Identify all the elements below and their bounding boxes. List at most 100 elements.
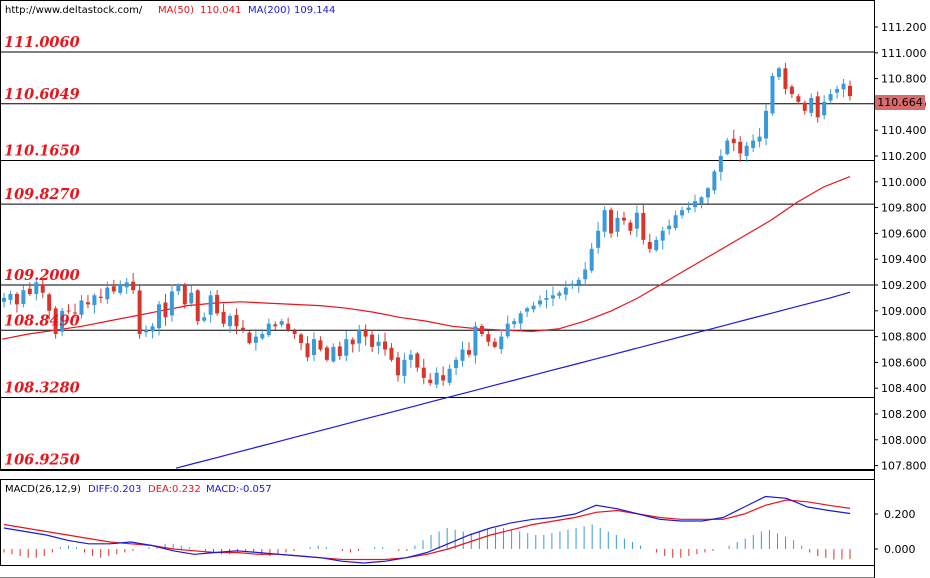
candle-body [641, 213, 646, 240]
candle-body [163, 302, 168, 318]
candle-body [538, 300, 543, 305]
moving-averages [1, 176, 851, 469]
price-tick-label: 107.800 [881, 460, 927, 473]
candle-body [479, 325, 484, 335]
level-label: 110.6049 [4, 86, 80, 103]
candle-body [783, 68, 788, 89]
candle-body [189, 292, 194, 304]
candle-body [718, 156, 723, 172]
macd-value: MACD:-0.057 [206, 484, 272, 495]
macd-diff: DIFF:0.203 [88, 484, 141, 495]
candle-body [505, 323, 510, 337]
candle-body [512, 321, 517, 325]
candle-body [286, 323, 291, 331]
price-tick-label: 110.200 [881, 150, 927, 163]
candle-body [247, 332, 252, 344]
candle-body [454, 359, 459, 369]
candle-body [279, 321, 284, 325]
candle-body [305, 343, 310, 358]
candle-body [73, 312, 78, 314]
candle-body [770, 76, 775, 114]
candle-body [389, 347, 394, 360]
candle-body [337, 346, 342, 356]
candle-body [14, 293, 19, 305]
candle-body [602, 210, 607, 232]
candle-body [731, 138, 736, 144]
candle-body [273, 324, 278, 327]
price-tick-label: 109.400 [881, 253, 927, 266]
candle-body [473, 326, 478, 356]
candle-body [680, 210, 685, 216]
candle-body [699, 197, 704, 204]
candle-body [744, 145, 749, 156]
candle-body [176, 285, 181, 292]
candle-body [98, 296, 103, 298]
candle-body [395, 357, 400, 376]
candle-body [499, 336, 504, 350]
candle-body [751, 140, 756, 148]
candle-body [421, 367, 426, 378]
candle-body [215, 294, 220, 314]
candle-body [738, 141, 743, 154]
candle-body [195, 290, 200, 322]
candle-body [92, 295, 97, 306]
price-tick-label: 111.000 [881, 47, 927, 60]
current-price-value: 110.664 [877, 96, 923, 109]
candle-body [802, 102, 807, 111]
candle-body [796, 96, 801, 102]
level-label: 109.8270 [4, 186, 80, 203]
candle-body [789, 86, 794, 95]
candle-body [34, 282, 39, 295]
candle-body [66, 310, 71, 312]
candle-body [27, 288, 32, 295]
price-axis: 111.200111.000110.800110.600110.400110.2… [874, 21, 927, 473]
candle-body [2, 297, 6, 302]
price-tick-label: 109.800 [881, 202, 927, 215]
candle-body [331, 346, 336, 362]
candle-body [628, 222, 633, 231]
candle-body [408, 354, 413, 360]
candle-body [428, 379, 433, 384]
candle-body [156, 304, 161, 329]
candle-body [111, 286, 116, 292]
candle-body [460, 349, 465, 361]
level-label: 111.0060 [4, 34, 80, 51]
candle-body [576, 279, 581, 285]
candle-body [486, 334, 491, 342]
ma200-line [175, 291, 851, 469]
candle-body [137, 290, 142, 335]
level-lines [0, 51, 874, 470]
macd-tick-0: 0.000 [884, 543, 916, 556]
level-label: 109.2000 [4, 267, 80, 284]
macd-name: MACD(26,12,9) [5, 484, 81, 495]
candle-body [492, 341, 497, 347]
ma50-label: MA(50) [158, 5, 194, 16]
candle-body [583, 269, 588, 280]
candle-body [357, 330, 362, 344]
price-tick-label: 109.200 [881, 279, 927, 292]
candle-body [634, 212, 639, 229]
candle-body [544, 297, 549, 300]
candle-body [809, 97, 814, 113]
candle-body [822, 101, 827, 116]
candle-body [531, 305, 536, 310]
candle-body [376, 341, 381, 346]
level-label: 110.1650 [4, 143, 80, 160]
candle-body [53, 308, 58, 335]
candle-body [621, 217, 626, 221]
candle-body [299, 334, 304, 344]
candle-body [596, 230, 601, 248]
candle-body [85, 302, 90, 305]
candle-body [266, 323, 271, 336]
candle-body [253, 336, 258, 343]
candle-body [234, 314, 239, 327]
price-tick-label: 108.400 [881, 382, 927, 395]
level-labels: 111.0060 110.6049 110.1650 109.8270 109.2000… [4, 34, 80, 468]
ma200-value: 109.144 [294, 5, 335, 16]
candle-body [144, 330, 149, 333]
candle-body [131, 281, 136, 291]
candle-body [169, 291, 174, 316]
candle-body [589, 248, 594, 271]
candle-body [712, 171, 717, 191]
